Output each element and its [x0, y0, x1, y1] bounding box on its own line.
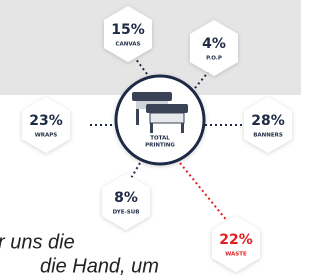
- center-line: TOTAL: [150, 136, 170, 142]
- hex-node: 22% WASTE: [212, 216, 260, 272]
- hex-node: 23% WRAPS: [22, 97, 70, 153]
- node-label: DYE-SUB: [113, 210, 140, 216]
- body-text: die Hand, um: [40, 255, 159, 276]
- node-value: 8%: [114, 190, 138, 206]
- waste-connector: [180, 163, 228, 222]
- hex-node: 28% BANNERS: [244, 97, 292, 153]
- node-label: WRAPS: [35, 133, 58, 139]
- body-text: r uns die: [0, 231, 75, 253]
- node-label: CANVAS: [116, 42, 141, 48]
- node-value: 22%: [219, 232, 253, 248]
- node-label: P.O.P: [206, 56, 222, 62]
- node-value: 28%: [251, 113, 285, 129]
- node-value: 15%: [111, 22, 145, 38]
- node-label: WASTE: [225, 252, 247, 258]
- node-label: BANNERS: [253, 133, 283, 139]
- node-value: 4%: [202, 36, 226, 52]
- center-line: PRINTING: [145, 143, 175, 149]
- node-value: 23%: [29, 113, 63, 129]
- center-node: TOTAL PRINTING: [116, 76, 204, 164]
- hex-node: 8% DYE-SUB: [102, 174, 150, 230]
